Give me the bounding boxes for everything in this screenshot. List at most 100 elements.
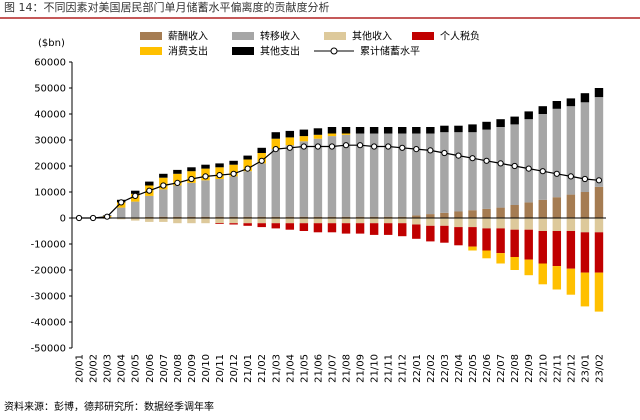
bar-segment [145, 216, 154, 218]
bar-segment [215, 218, 224, 224]
x-tick-label: 22/08 [510, 354, 521, 383]
x-tick-label: 21/07 [327, 354, 338, 383]
bar-segment [580, 272, 590, 307]
bar-segment [412, 224, 421, 239]
bar-segment [482, 218, 491, 229]
x-tick-label: 21/06 [313, 354, 324, 383]
bar-segment [510, 218, 519, 230]
line-marker [356, 142, 364, 149]
bar-segment [341, 216, 351, 218]
bar-segment [454, 132, 463, 212]
bar-segment [594, 186, 604, 218]
bar-segment [355, 216, 365, 218]
bar-segment [243, 155, 252, 160]
bar-segment [201, 164, 210, 169]
line-marker [511, 162, 518, 170]
line-marker [272, 146, 279, 153]
bar-segment [552, 108, 562, 198]
bar-segment [257, 218, 266, 224]
line-marker [328, 143, 336, 150]
bar-segment [299, 141, 309, 217]
bar-segment [285, 216, 295, 218]
bar-segment [566, 106, 576, 195]
line-marker [441, 149, 448, 157]
bar-segment [243, 171, 252, 217]
line-marker [539, 168, 546, 175]
line-marker [525, 165, 532, 172]
legend-swatch [140, 47, 162, 55]
bar-segment [552, 101, 562, 109]
bar-segment [369, 223, 379, 235]
line-marker [399, 144, 406, 151]
bar-segment [131, 201, 140, 218]
bar-segment [594, 97, 604, 187]
x-tick-label: 21/10 [370, 354, 381, 383]
bar-segment [257, 216, 266, 218]
legend-label: 薪酬收入 [168, 30, 208, 43]
bar-segment [468, 246, 477, 251]
bar-segment [426, 225, 435, 242]
bar-segment [173, 169, 182, 174]
bar-segment [187, 216, 196, 218]
bar-segment [524, 229, 533, 260]
line-marker [132, 192, 139, 199]
bar-segment [566, 231, 576, 269]
legend-swatch [324, 32, 346, 40]
bar-segment [201, 180, 210, 217]
x-tick-label: 22/11 [552, 354, 563, 383]
bar-segment [454, 125, 463, 133]
bar-segment [594, 272, 604, 312]
bar-segment [271, 216, 280, 218]
bar-segment [524, 111, 533, 120]
line-marker [595, 177, 603, 184]
bar-segment [257, 223, 266, 228]
bar-segment [341, 133, 351, 135]
line-marker [118, 199, 125, 206]
bar-segment [594, 218, 604, 233]
bar-segment [355, 133, 365, 217]
bar-segment [580, 102, 590, 192]
bar-segment [243, 216, 252, 218]
bar-segment [496, 253, 505, 264]
bar-segment [159, 216, 168, 218]
bar-segment [299, 216, 309, 218]
bar-segment [243, 159, 252, 172]
y-tick-label: -50000 [31, 344, 66, 355]
x-tick-label: 21/08 [342, 354, 353, 383]
y-tick-label: 0 [60, 214, 66, 225]
bar-segment [327, 133, 337, 137]
legend-swatch [412, 32, 434, 40]
bar-segment [145, 181, 154, 186]
line-marker [258, 157, 265, 164]
line-marker [300, 143, 307, 150]
bar-segment [552, 218, 562, 231]
bar-segment [243, 223, 252, 226]
bar-segment [285, 137, 295, 146]
bar-segment [538, 106, 547, 114]
x-tick-label: 20/09 [187, 354, 198, 383]
bar-segment [355, 127, 365, 134]
bar-segment [580, 93, 590, 103]
line-marker [104, 213, 111, 220]
line-marker [371, 143, 378, 150]
bar-segment [426, 133, 435, 215]
legend-label: 累计储蓄水平 [360, 45, 420, 58]
bar-segment [552, 266, 562, 290]
bar-segment [327, 127, 337, 134]
bar-segment [299, 223, 309, 231]
bar-segment [566, 98, 576, 107]
bar-segment [116, 207, 126, 218]
bar-segment [524, 202, 533, 218]
bar-segment [496, 127, 505, 208]
bar-segment [552, 231, 562, 267]
bar-segment [510, 205, 519, 218]
cumulative-line [79, 144, 600, 219]
x-tick-label: 20/03 [103, 354, 114, 383]
x-tick-label: 21/02 [257, 354, 268, 383]
bar-segment [159, 173, 168, 178]
x-tick-label: 21/01 [243, 354, 254, 383]
bar-segment [116, 218, 126, 220]
y-tick-label: 20000 [34, 162, 66, 173]
bar-segment [369, 127, 379, 134]
bar-segment [412, 215, 421, 218]
